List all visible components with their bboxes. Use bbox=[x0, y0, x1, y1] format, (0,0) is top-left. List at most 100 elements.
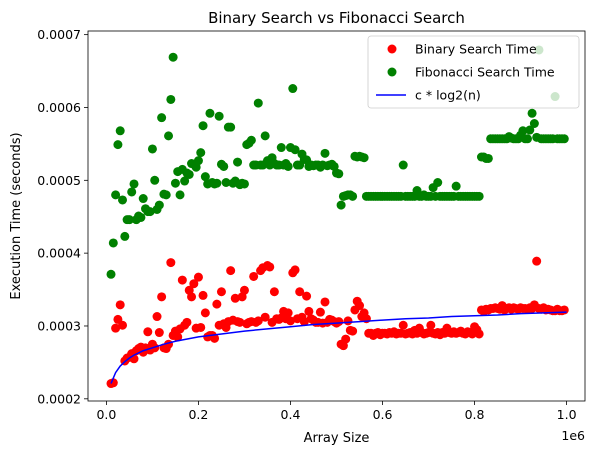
data-point bbox=[235, 317, 245, 327]
data-point bbox=[115, 300, 125, 310]
data-point bbox=[290, 145, 300, 155]
data-point bbox=[474, 329, 484, 339]
data-point bbox=[212, 178, 222, 188]
data-point bbox=[532, 256, 542, 266]
data-point bbox=[166, 258, 176, 268]
data-point bbox=[334, 317, 344, 327]
y-tick-label: 0.0005 bbox=[37, 173, 81, 188]
data-point bbox=[180, 176, 190, 186]
x-axis-label: Array Size bbox=[304, 431, 370, 446]
data-point bbox=[433, 178, 443, 187]
series-layer bbox=[106, 45, 569, 389]
x-tick-label: 0.2 bbox=[188, 407, 208, 422]
data-point bbox=[214, 111, 224, 121]
data-point bbox=[398, 320, 408, 330]
data-point bbox=[108, 378, 118, 388]
data-point bbox=[127, 187, 137, 197]
data-point bbox=[129, 179, 139, 189]
data-point bbox=[359, 153, 369, 163]
data-point bbox=[145, 207, 155, 217]
x-tick-label: 0.6 bbox=[373, 407, 393, 422]
legend-label-log2: c * log2(n) bbox=[415, 88, 481, 103]
data-point bbox=[295, 287, 305, 297]
data-point bbox=[304, 306, 314, 316]
ticks-layer: 0.0 0.2 0.4 0.6 0.8 1.0 0.0002 0.0003 0.0004 0.00… bbox=[37, 27, 576, 422]
data-point bbox=[226, 266, 236, 276]
y-tick-label: 0.0006 bbox=[37, 100, 81, 115]
series-0-points bbox=[106, 256, 569, 389]
data-point bbox=[320, 297, 330, 307]
data-point bbox=[166, 94, 176, 104]
data-point bbox=[426, 320, 436, 330]
data-point bbox=[173, 332, 183, 342]
x-tick-label: 0.4 bbox=[281, 407, 301, 422]
data-point bbox=[154, 328, 164, 338]
data-point bbox=[518, 126, 528, 136]
y-tick-label: 0.0004 bbox=[37, 246, 81, 261]
data-point bbox=[113, 140, 123, 150]
series-line-2 bbox=[110, 311, 567, 384]
data-point bbox=[451, 181, 461, 191]
data-point bbox=[474, 191, 484, 201]
y-tick-label: 0.0007 bbox=[37, 27, 81, 42]
data-point bbox=[157, 113, 167, 123]
data-point bbox=[341, 334, 351, 344]
data-point bbox=[348, 191, 358, 201]
data-point bbox=[198, 121, 208, 131]
data-point bbox=[161, 190, 171, 200]
data-point bbox=[343, 316, 353, 326]
data-point bbox=[315, 307, 325, 317]
data-point bbox=[483, 153, 493, 163]
data-point bbox=[138, 194, 148, 204]
data-point bbox=[200, 172, 210, 182]
data-point bbox=[212, 299, 222, 309]
data-point bbox=[226, 122, 236, 132]
data-point bbox=[260, 312, 270, 322]
data-point bbox=[233, 157, 243, 167]
x-tick-label: 0.8 bbox=[465, 407, 485, 422]
data-point bbox=[193, 156, 203, 166]
legend-box bbox=[367, 35, 580, 109]
legend-marker-binary bbox=[387, 44, 397, 54]
data-point bbox=[115, 126, 125, 136]
data-point bbox=[355, 301, 365, 311]
data-point bbox=[184, 169, 194, 179]
data-point bbox=[216, 287, 226, 297]
data-point bbox=[196, 322, 206, 332]
data-point bbox=[230, 293, 240, 303]
data-point bbox=[246, 135, 256, 145]
data-point bbox=[265, 262, 275, 272]
data-point bbox=[288, 84, 298, 94]
x-axis-offset-label: 1e6 bbox=[561, 428, 585, 443]
legend: Binary Search Time Fibonacci Search Time… bbox=[367, 35, 580, 109]
data-point bbox=[152, 312, 162, 322]
data-point bbox=[283, 308, 293, 318]
legend-label-binary: Binary Search Time bbox=[415, 42, 537, 57]
data-point bbox=[175, 190, 185, 200]
data-point bbox=[118, 320, 128, 330]
data-point bbox=[260, 131, 270, 141]
data-point bbox=[290, 265, 300, 275]
data-point bbox=[253, 98, 263, 108]
data-point bbox=[168, 52, 178, 62]
data-point bbox=[527, 108, 537, 118]
data-point bbox=[269, 287, 279, 297]
data-point bbox=[157, 292, 167, 302]
data-point bbox=[285, 316, 295, 326]
data-point bbox=[398, 160, 408, 170]
chart-title: Binary Search vs Fibonacci Search bbox=[208, 9, 465, 27]
y-tick-label: 0.0002 bbox=[37, 391, 81, 406]
data-point bbox=[164, 131, 174, 141]
data-point bbox=[302, 291, 312, 301]
data-point bbox=[118, 195, 128, 205]
data-point bbox=[559, 134, 569, 144]
data-point bbox=[253, 316, 263, 326]
data-point bbox=[154, 200, 164, 210]
data-point bbox=[559, 305, 569, 315]
data-point bbox=[348, 326, 358, 336]
data-point bbox=[124, 215, 134, 225]
data-point bbox=[320, 148, 330, 158]
data-point bbox=[221, 178, 231, 187]
